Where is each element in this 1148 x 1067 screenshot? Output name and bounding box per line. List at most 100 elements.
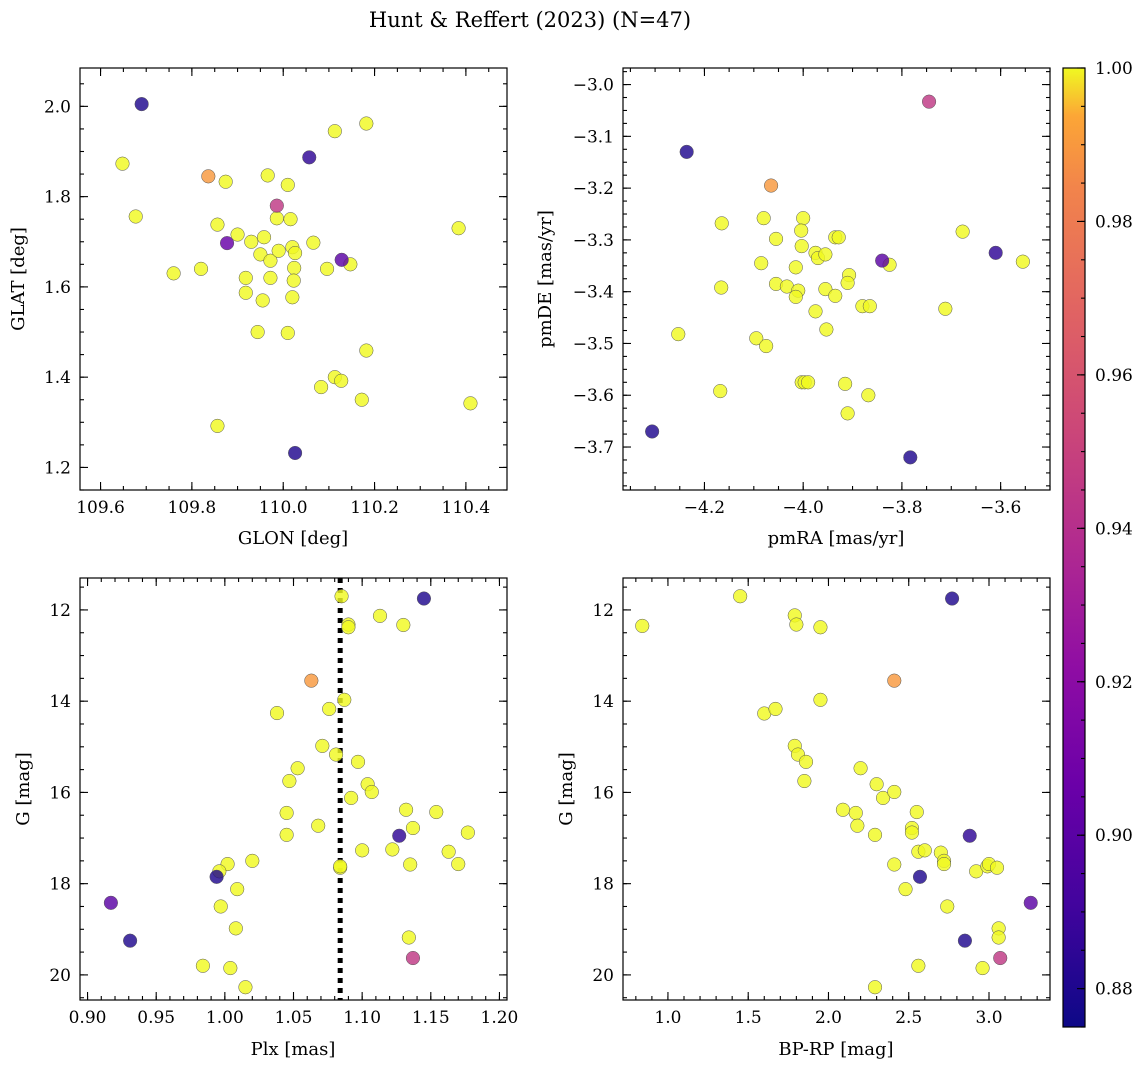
data-point [195,958,210,973]
data-point [288,445,303,461]
data-point [819,322,834,337]
data-point [840,406,855,421]
colorbar-tick-label: 1.00 [1095,59,1133,79]
data-point [887,784,902,800]
colorbar-tick-label: 0.92 [1095,673,1133,693]
data-point [311,818,326,833]
data-point [991,930,1006,945]
y-axis-label: G [mag] [13,752,34,825]
data-point [416,591,431,606]
colorbar-tick-label: 0.88 [1095,980,1133,1000]
x-axis-label: GLON [deg] [238,528,348,549]
data-point [635,618,650,633]
data-point [244,234,259,249]
data-point [327,124,342,139]
data-point [759,339,774,354]
data-point [403,857,418,872]
x-tick-label: −3.6 [980,498,1021,518]
y-tick-label: −3.0 [573,76,614,96]
y-tick-label: 16 [49,783,71,803]
data-point [789,617,804,632]
y-tick-label: −3.3 [573,231,614,251]
data-point [344,790,359,805]
data-point [392,828,407,843]
x-tick-label: 1.20 [481,1008,519,1028]
data-point [230,882,245,897]
y-axis-label: GLAT [deg] [8,227,29,331]
data-point [768,231,784,246]
data-point [245,853,260,868]
y-tick-label: 18 [592,875,614,895]
data-point [764,178,779,193]
figure-title: Hunt & Reffert (2023) (N=47) [369,8,691,32]
data-point [320,261,335,276]
y-tick-label: −3.7 [573,438,614,458]
data-point [283,212,298,227]
y-tick-label: −3.6 [573,386,614,406]
data-point [451,221,466,236]
y-tick-label: −3.2 [573,179,614,199]
y-tick-label: 1.6 [44,278,71,298]
data-point [441,844,456,859]
y-axis-label: pmDE [mas/yr] [535,210,556,348]
data-point [813,692,828,707]
data-point [938,301,953,316]
y-tick-label: −3.5 [573,334,614,354]
data-point [875,253,890,268]
data-point [838,376,853,391]
y-tick-label: 1.2 [44,458,71,478]
data-point [876,790,891,805]
data-point [813,620,828,635]
x-tick-label: 1.10 [343,1008,381,1028]
x-tick-label: 1.05 [275,1008,313,1028]
data-point [285,290,300,305]
x-tick-label: −3.8 [881,498,922,518]
x-axis-label: BP-RP [mag] [778,1039,893,1060]
data-point [123,933,138,948]
y-tick-label: 14 [592,692,614,712]
data-point [334,373,349,388]
data-point [867,827,883,842]
data-point [256,230,272,245]
data-point [399,802,414,817]
x-tick-label: 110.0 [259,498,308,518]
y-tick-label: −3.1 [573,127,614,147]
data-point [798,754,814,769]
data-point [255,293,270,308]
data-point [269,211,284,226]
data-point [768,701,783,716]
data-point [354,392,369,407]
data-point [286,273,301,288]
data-point [840,275,855,290]
y-tick-label: 1.4 [44,368,71,388]
data-point [989,860,1005,875]
data-point [429,804,444,820]
colorbar-tick-label: 0.94 [1095,519,1133,539]
data-point [749,331,764,346]
data-point [962,828,977,843]
data-point [287,260,302,275]
data-point [193,261,209,276]
data-point [115,156,130,171]
data-point [1015,254,1030,269]
panel-bprp-g: 1.0 1.5 2.0 2.5 3.0 12 14 16 18 20 BP-RP [mag] G … [556,577,1051,1060]
data-point [290,761,305,776]
data-point [818,247,833,262]
data-point [304,673,319,688]
x-tick-label: −4.0 [783,498,824,518]
data-point [405,820,421,836]
data-point [848,805,863,821]
data-point [831,230,846,245]
data-point [253,247,268,262]
data-point [350,754,366,769]
data-point [671,327,686,342]
x-tick-label: 110.2 [350,498,399,518]
x-tick-label: 110.4 [442,498,491,518]
data-point [385,842,400,857]
data-point [341,620,356,635]
data-point [209,869,224,884]
data-point [794,239,809,254]
y-axis-label: G [mag] [556,752,577,825]
data-point [401,930,416,945]
data-point [210,418,225,433]
